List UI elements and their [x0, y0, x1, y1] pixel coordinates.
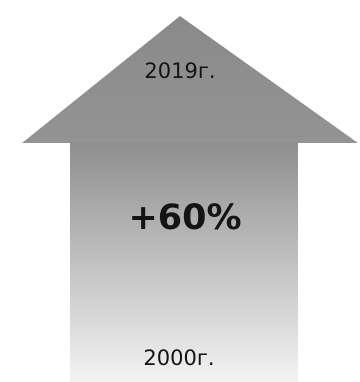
arrow-shaft: [70, 140, 298, 382]
growth-percentage: +60%: [128, 198, 242, 238]
arrow-head: [22, 16, 358, 143]
end-year-label: 2019г.: [144, 59, 216, 83]
start-year-label: 2000г.: [143, 346, 215, 370]
